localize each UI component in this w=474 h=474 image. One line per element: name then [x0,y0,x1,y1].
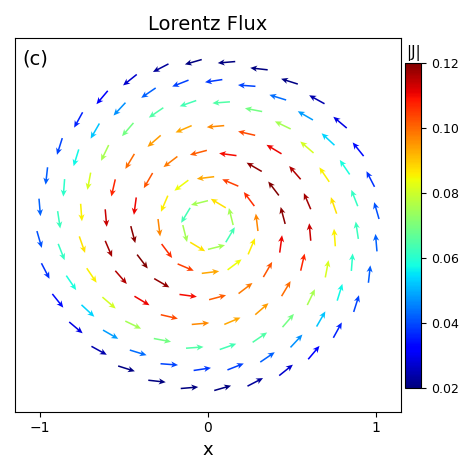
X-axis label: x: x [203,441,213,459]
Title: Lorentz Flux: Lorentz Flux [148,15,268,34]
Text: (c): (c) [23,50,49,69]
Title: |J|: |J| [406,45,420,61]
